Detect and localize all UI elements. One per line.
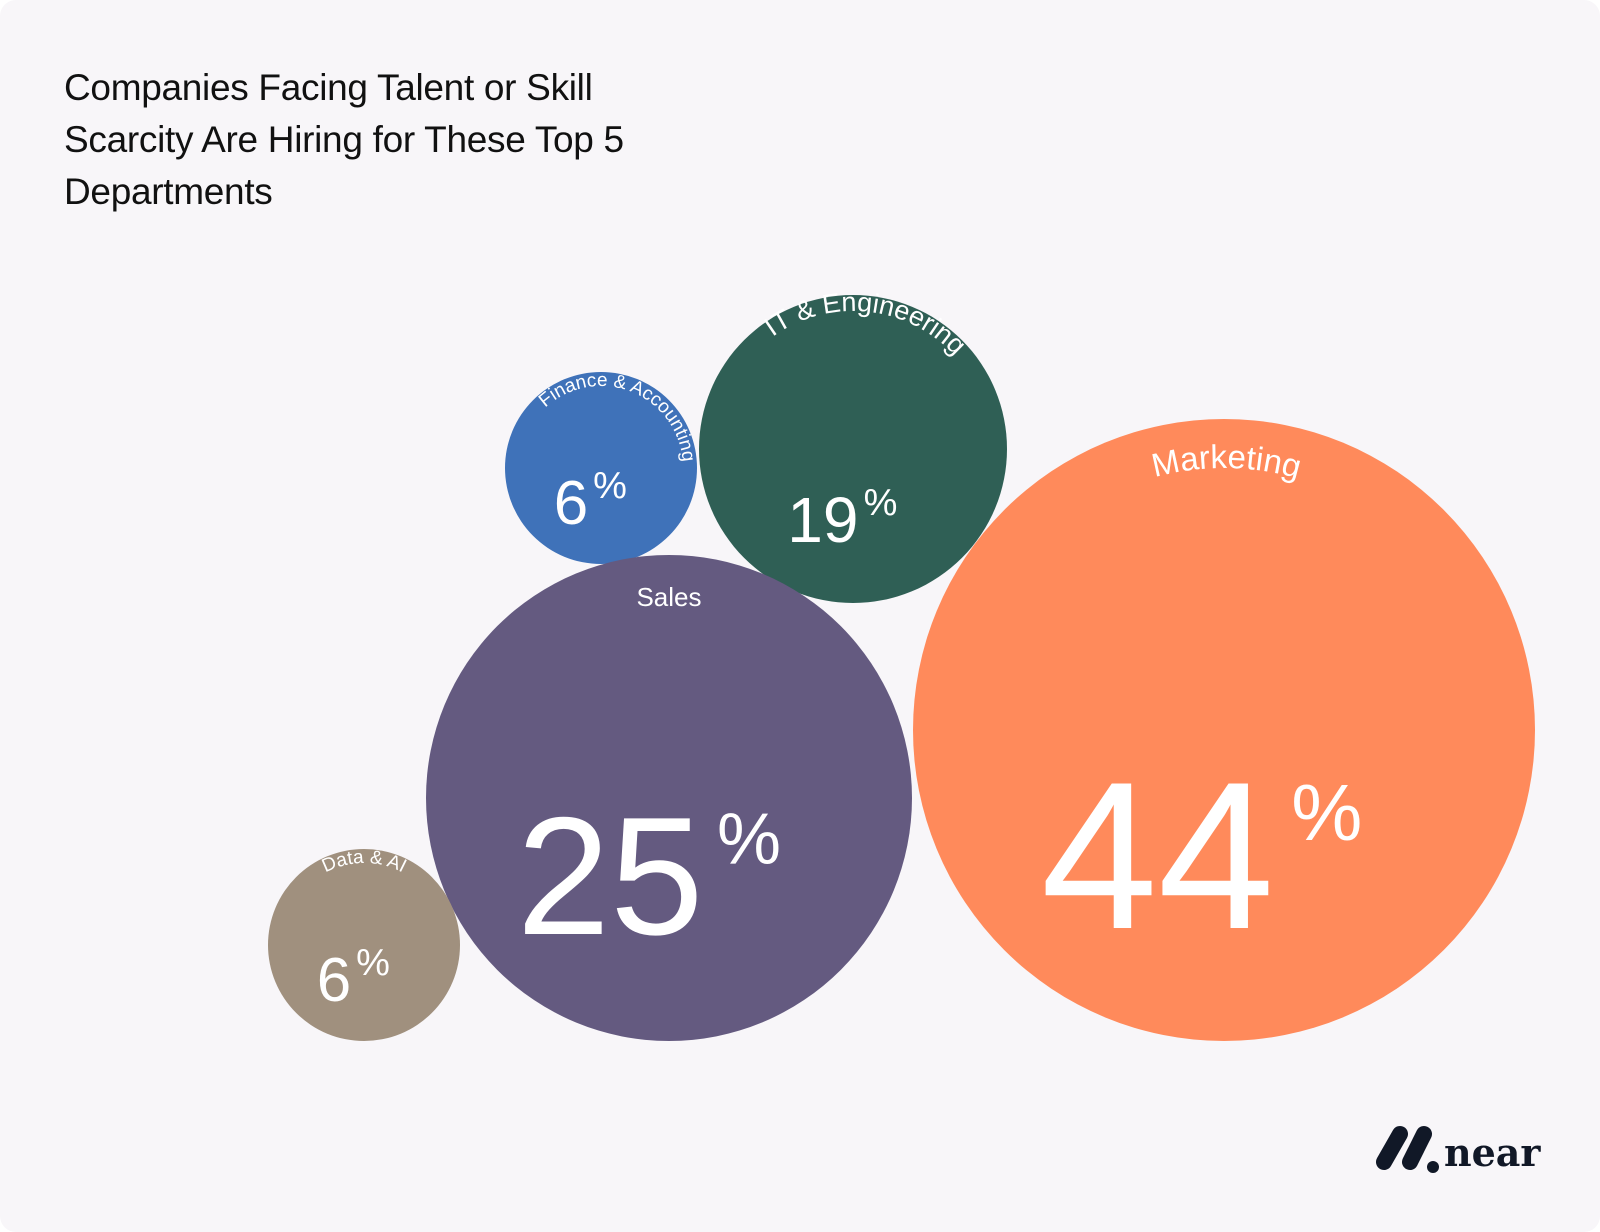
bubble-sales: Sales 25% — [426, 555, 912, 1041]
bubble-circle-marketing — [913, 419, 1535, 1041]
bubble-value-finance-and-accounting: 6% — [554, 465, 627, 538]
bubble-circle-data-and-ai — [268, 849, 460, 1041]
bubble-value-data-and-ai: 6% — [317, 942, 390, 1015]
bubble-label-sales: Sales — [636, 582, 701, 612]
bubble-data-and-ai: Data & AI6% — [268, 847, 460, 1041]
brand-logo: near — [1370, 1120, 1540, 1174]
bubble-value-marketing: 44% — [1041, 738, 1363, 973]
bubble-circle-finance-and-accounting — [505, 372, 697, 564]
bubble-value-it-and-engineering: 19% — [787, 482, 897, 556]
bubble-value-sales: 25% — [517, 782, 781, 970]
bubble-circle-sales — [426, 555, 912, 1041]
chart-title: Companies Facing Talent or Skill Scarcit… — [64, 67, 624, 212]
brand-name: near — [1444, 1130, 1541, 1175]
bubble-circle-it-and-engineering — [699, 295, 1007, 603]
brand-mark-icon — [1376, 1126, 1439, 1173]
